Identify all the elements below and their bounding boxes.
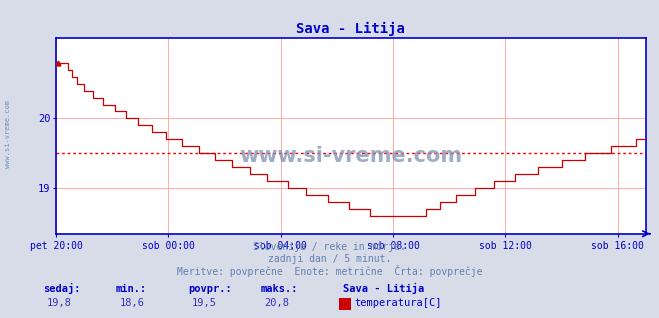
Text: 19,8: 19,8 <box>47 298 72 308</box>
Text: Sava - Litija: Sava - Litija <box>343 283 424 294</box>
Text: www.si-vreme.com: www.si-vreme.com <box>5 100 11 168</box>
Text: 20,8: 20,8 <box>264 298 289 308</box>
Text: povpr.:: povpr.: <box>188 284 231 294</box>
Text: 18,6: 18,6 <box>119 298 144 308</box>
Text: 19,5: 19,5 <box>192 298 217 308</box>
Text: www.si-vreme.com: www.si-vreme.com <box>239 146 463 165</box>
Title: Sava - Litija: Sava - Litija <box>297 21 405 36</box>
Text: zadnji dan / 5 minut.: zadnji dan / 5 minut. <box>268 254 391 264</box>
Text: min.:: min.: <box>115 284 146 294</box>
Text: temperatura[C]: temperatura[C] <box>355 298 442 308</box>
Text: sedaj:: sedaj: <box>43 283 80 294</box>
Text: maks.:: maks.: <box>260 284 298 294</box>
Text: Meritve: povprečne  Enote: metrične  Črta: povprečje: Meritve: povprečne Enote: metrične Črta:… <box>177 265 482 277</box>
Text: Slovenija / reke in morje.: Slovenija / reke in morje. <box>253 242 406 252</box>
